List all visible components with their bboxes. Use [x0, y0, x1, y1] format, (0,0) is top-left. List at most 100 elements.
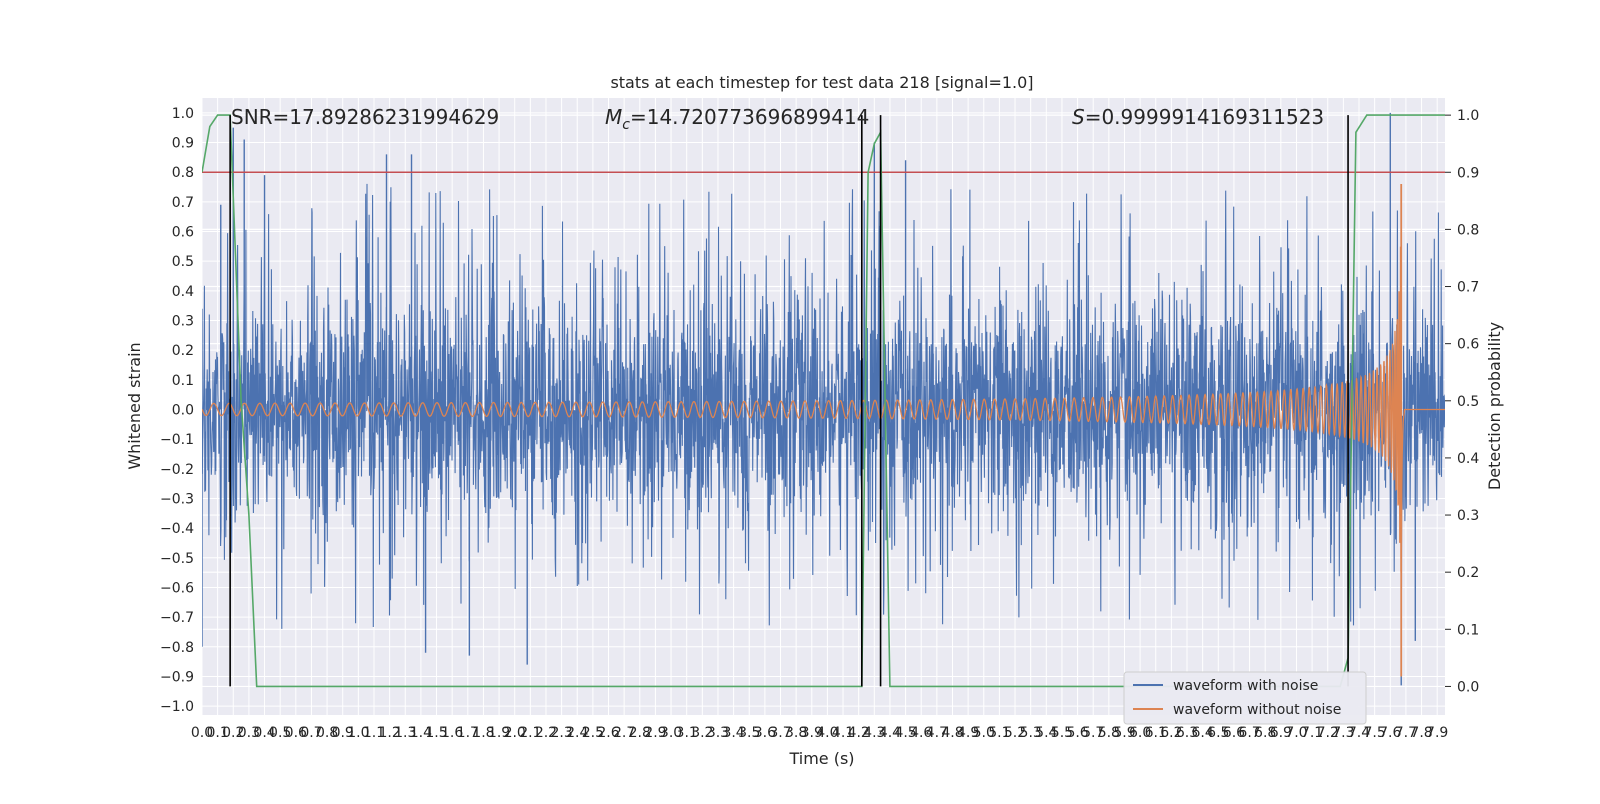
y-tick-label: −0.6 — [160, 580, 194, 596]
x-tick-label: 0.1 — [207, 725, 229, 741]
snr-annotation: SNR=17.89286231994629 — [231, 105, 499, 129]
y-tick-label: −0.1 — [160, 432, 194, 448]
x-tick-label: 3.3 — [707, 725, 729, 741]
y-tick-label: −0.2 — [160, 462, 194, 478]
x-tick-label: 7.4 — [1348, 725, 1370, 741]
x-tick-label: 6.3 — [1176, 725, 1198, 741]
x-tick-label: 2.8 — [629, 725, 651, 741]
x-tick-label: 5.1 — [988, 725, 1010, 741]
y-right-tick-label: 0.6 — [1457, 337, 1479, 353]
legend-label-clean: waveform without noise — [1173, 702, 1341, 718]
x-tick-label: 6.4 — [1192, 725, 1214, 741]
x-tick-label: 0.6 — [285, 725, 307, 741]
chart-title: stats at each timestep for test data 218… — [610, 73, 1033, 92]
y-tick-label: −0.7 — [160, 610, 194, 626]
y-tick-label: 0.2 — [172, 343, 194, 359]
chirp-mass-subscript: c — [622, 117, 630, 133]
x-tick-label: 3.5 — [738, 725, 760, 741]
y-axis-right-label: Detection probability — [1485, 322, 1504, 490]
data-layer — [202, 112, 1445, 688]
x-tick-label: 0.5 — [269, 725, 291, 741]
y-tick-label: 0.0 — [172, 402, 194, 418]
chirp-mass-annotation: Mc=14.720773696899414 — [605, 105, 869, 133]
y-right-tick-label: 0.2 — [1457, 565, 1479, 581]
chirp-mass-value: =14.720773696899414 — [630, 105, 869, 129]
x-tick-label: 6.7 — [1238, 725, 1260, 741]
x-tick-label: 2.6 — [597, 725, 619, 741]
y-tick-label: 0.9 — [172, 135, 194, 151]
y-right-tick-label: 0.8 — [1457, 222, 1479, 238]
x-tick-label: 6.6 — [1223, 725, 1245, 741]
y-right-tick-label: 1.0 — [1457, 108, 1479, 124]
x-tick-label: 0.9 — [332, 725, 354, 741]
x-tick-label: 6.9 — [1270, 725, 1292, 741]
x-tick-label: 7.7 — [1395, 725, 1417, 741]
score-annotation: S=0.9999914169311523 — [1072, 105, 1324, 129]
x-tick-label: 2.1 — [519, 725, 541, 741]
x-tick-label: 5.2 — [1004, 725, 1026, 741]
axis-layer: −1.0 −0.9 −0.8 −0.7 −0.6 −0.5 −0.4 −0.3 −0.2 −0.1… — [160, 106, 1479, 741]
x-tick-label: 5.4 — [1035, 725, 1057, 741]
x-tick-label: 2.3 — [550, 725, 572, 741]
x-axis-label: Time (s) — [788, 749, 854, 768]
x-tick-label: 1.8 — [472, 725, 494, 741]
legend-label-noisy: waveform with noise — [1173, 678, 1318, 694]
x-tick-label: 4.2 — [848, 725, 870, 741]
x-tick-label: 3.6 — [754, 725, 776, 741]
y-right-tick-label: 0.1 — [1457, 622, 1479, 638]
x-tick-label: 3.8 — [785, 725, 807, 741]
x-tick-label: 2.0 — [504, 725, 526, 741]
x-tick-label: 1.6 — [441, 725, 463, 741]
x-tick-label: 0.0 — [191, 725, 213, 741]
x-tick-label: 7.5 — [1364, 725, 1386, 741]
x-tick-label: 7.8 — [1410, 725, 1432, 741]
x-tick-label: 4.5 — [894, 725, 916, 741]
x-tick-label: 1.1 — [363, 725, 385, 741]
y-tick-label: −0.8 — [160, 640, 194, 656]
x-tick-label: 4.4 — [879, 725, 901, 741]
x-tick-label: 2.7 — [613, 725, 635, 741]
x-tick-label: 2.2 — [535, 725, 557, 741]
x-tick-label: 1.5 — [425, 725, 447, 741]
x-tick-label: 3.4 — [722, 725, 744, 741]
x-tick-label: 3.0 — [660, 725, 682, 741]
x-tick-label: 1.0 — [347, 725, 369, 741]
x-tick-label: 1.7 — [457, 725, 479, 741]
y-tick-label: 1.0 — [172, 106, 194, 122]
x-tick-label: 6.8 — [1254, 725, 1276, 741]
x-tick-label: 2.9 — [644, 725, 666, 741]
y-tick-label: 0.3 — [172, 313, 194, 329]
x-tick-label: 5.3 — [1020, 725, 1042, 741]
y-tick-label: 0.4 — [172, 284, 194, 300]
x-tick-label: 7.3 — [1332, 725, 1354, 741]
x-tick-label: 5.5 — [1051, 725, 1073, 741]
x-tick-label: 4.7 — [926, 725, 948, 741]
x-tick-label: 5.8 — [1098, 725, 1120, 741]
x-tick-label: 7.2 — [1317, 725, 1339, 741]
x-tick-label: 0.3 — [238, 725, 260, 741]
legend-box — [1123, 671, 1367, 725]
x-tick-label: 5.7 — [1082, 725, 1104, 741]
y-right-tick-label: 0.0 — [1457, 679, 1479, 695]
x-tick-label: 0.7 — [300, 725, 322, 741]
y-tick-label: 0.8 — [172, 165, 194, 181]
y-tick-label: 0.7 — [172, 195, 194, 211]
score-value: =0.9999914169311523 — [1085, 105, 1324, 129]
y-right-tick-label: 0.3 — [1457, 508, 1479, 524]
x-tick-label: 3.2 — [691, 725, 713, 741]
x-tick-label: 7.9 — [1426, 725, 1448, 741]
x-tick-label: 4.3 — [863, 725, 885, 741]
x-tick-label: 5.6 — [1066, 725, 1088, 741]
y-tick-label: −0.4 — [160, 521, 194, 537]
x-tick-label: 7.1 — [1301, 725, 1323, 741]
x-tick-label: 2.4 — [566, 725, 588, 741]
x-tick-label: 6.5 — [1207, 725, 1229, 741]
x-tick-label: 5.0 — [973, 725, 995, 741]
x-tick-label: 0.8 — [316, 725, 338, 741]
x-tick-label: 1.2 — [378, 725, 400, 741]
chirp-mass-symbol: M — [605, 105, 622, 129]
y-right-tick-label: 0.4 — [1457, 451, 1479, 467]
x-tick-label: 3.1 — [676, 725, 698, 741]
